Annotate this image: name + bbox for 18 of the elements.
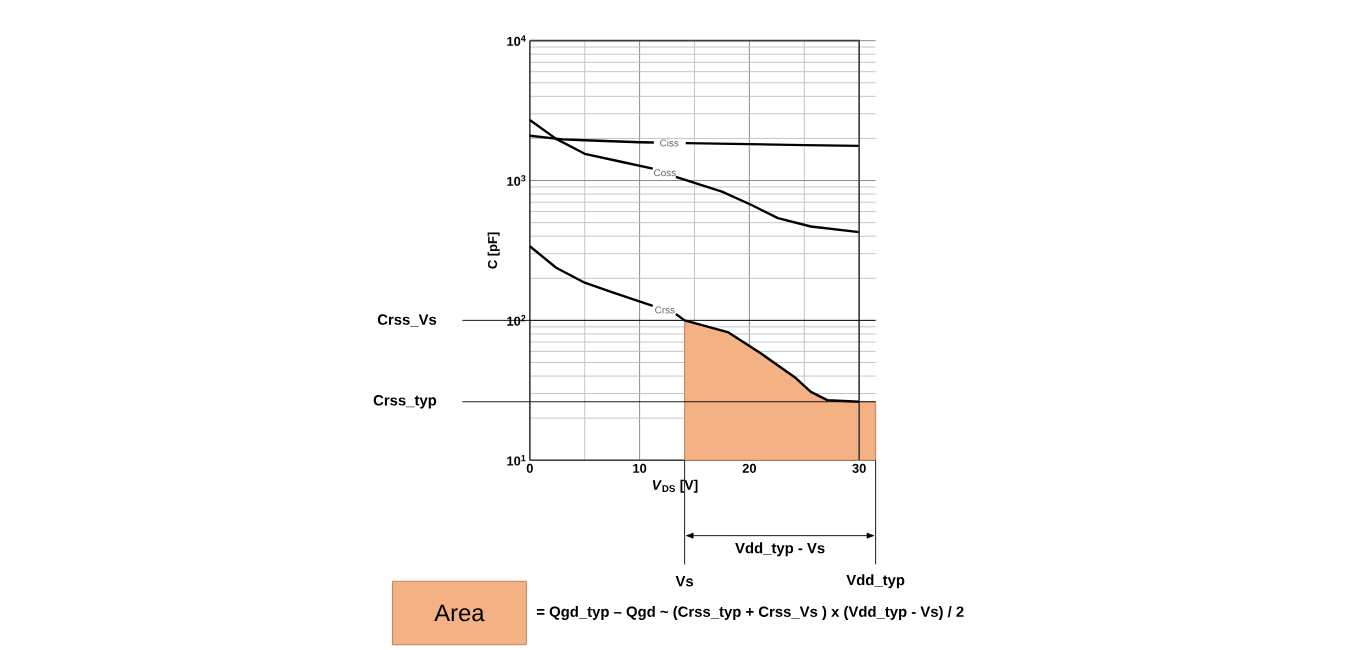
text: Vdd_typ - Vs <box>735 542 825 557</box>
ref-line-label: Vs <box>675 576 694 587</box>
ref-line-label: Vdd_typ <box>846 574 905 589</box>
series-label: Coss <box>654 169 676 177</box>
y-tick-label: 10$^{1}$ <box>507 455 526 466</box>
y-tick-label: 10$^{4}$ <box>507 35 526 47</box>
ref-line-label: Crss_typ <box>373 395 437 409</box>
x-tick-label: 20 <box>742 463 757 474</box>
text: = Qgd_typ – Qgd ~ (Crss_typ + Crss_Vs ) x (Vdd_typ - Vs) / 2 <box>536 606 964 621</box>
y-tick-label: 10$^{3}$ <box>507 175 526 187</box>
ref-line-label: Crss_Vs <box>377 314 437 327</box>
x-tick-label: 10 <box>633 463 647 474</box>
text: Area <box>434 604 485 622</box>
series-label: Crss <box>655 306 675 314</box>
y-axis-title: C [pF] <box>487 232 500 269</box>
x-tick-label: 0 <box>526 463 533 474</box>
x-tick-label: 30 <box>852 463 866 474</box>
series-label: Ciss <box>660 139 679 147</box>
